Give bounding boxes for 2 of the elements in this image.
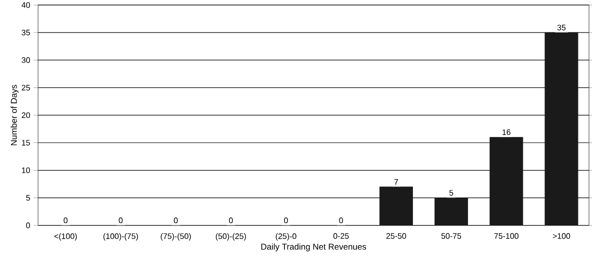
y-axis-title: Number of Days [10,84,19,145]
x-axis-title: Daily Trading Net Revenues [261,243,366,252]
